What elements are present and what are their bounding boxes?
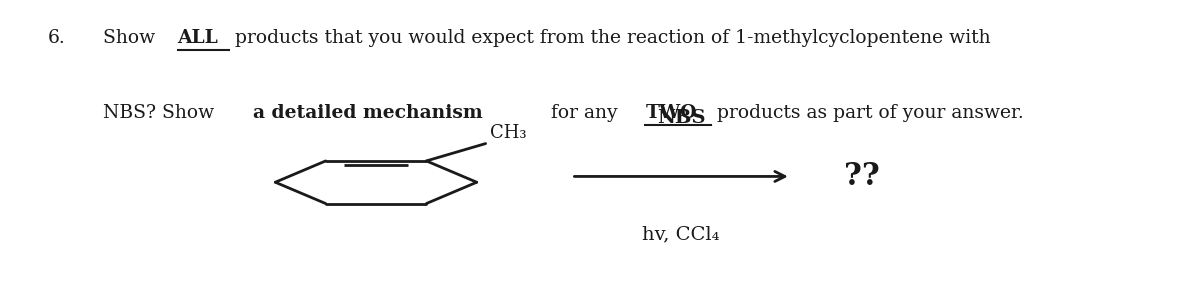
Text: Show: Show — [103, 29, 162, 47]
Text: NBS: NBS — [656, 109, 706, 127]
Text: hv, CCl₄: hv, CCl₄ — [642, 226, 720, 244]
Text: products as part of your answer.: products as part of your answer. — [710, 104, 1024, 122]
Text: for any: for any — [545, 104, 624, 122]
Text: 6.: 6. — [48, 29, 66, 47]
Text: products that you would expect from the reaction of 1-methylcyclopentene with: products that you would expect from the … — [229, 29, 991, 47]
Text: ??: ?? — [844, 161, 880, 192]
Text: a detailed mechanism: a detailed mechanism — [253, 104, 482, 122]
Text: CH₃: CH₃ — [491, 124, 527, 142]
Text: NBS? Show: NBS? Show — [103, 104, 221, 122]
Text: TWO: TWO — [646, 104, 697, 122]
Text: ALL: ALL — [178, 29, 218, 47]
